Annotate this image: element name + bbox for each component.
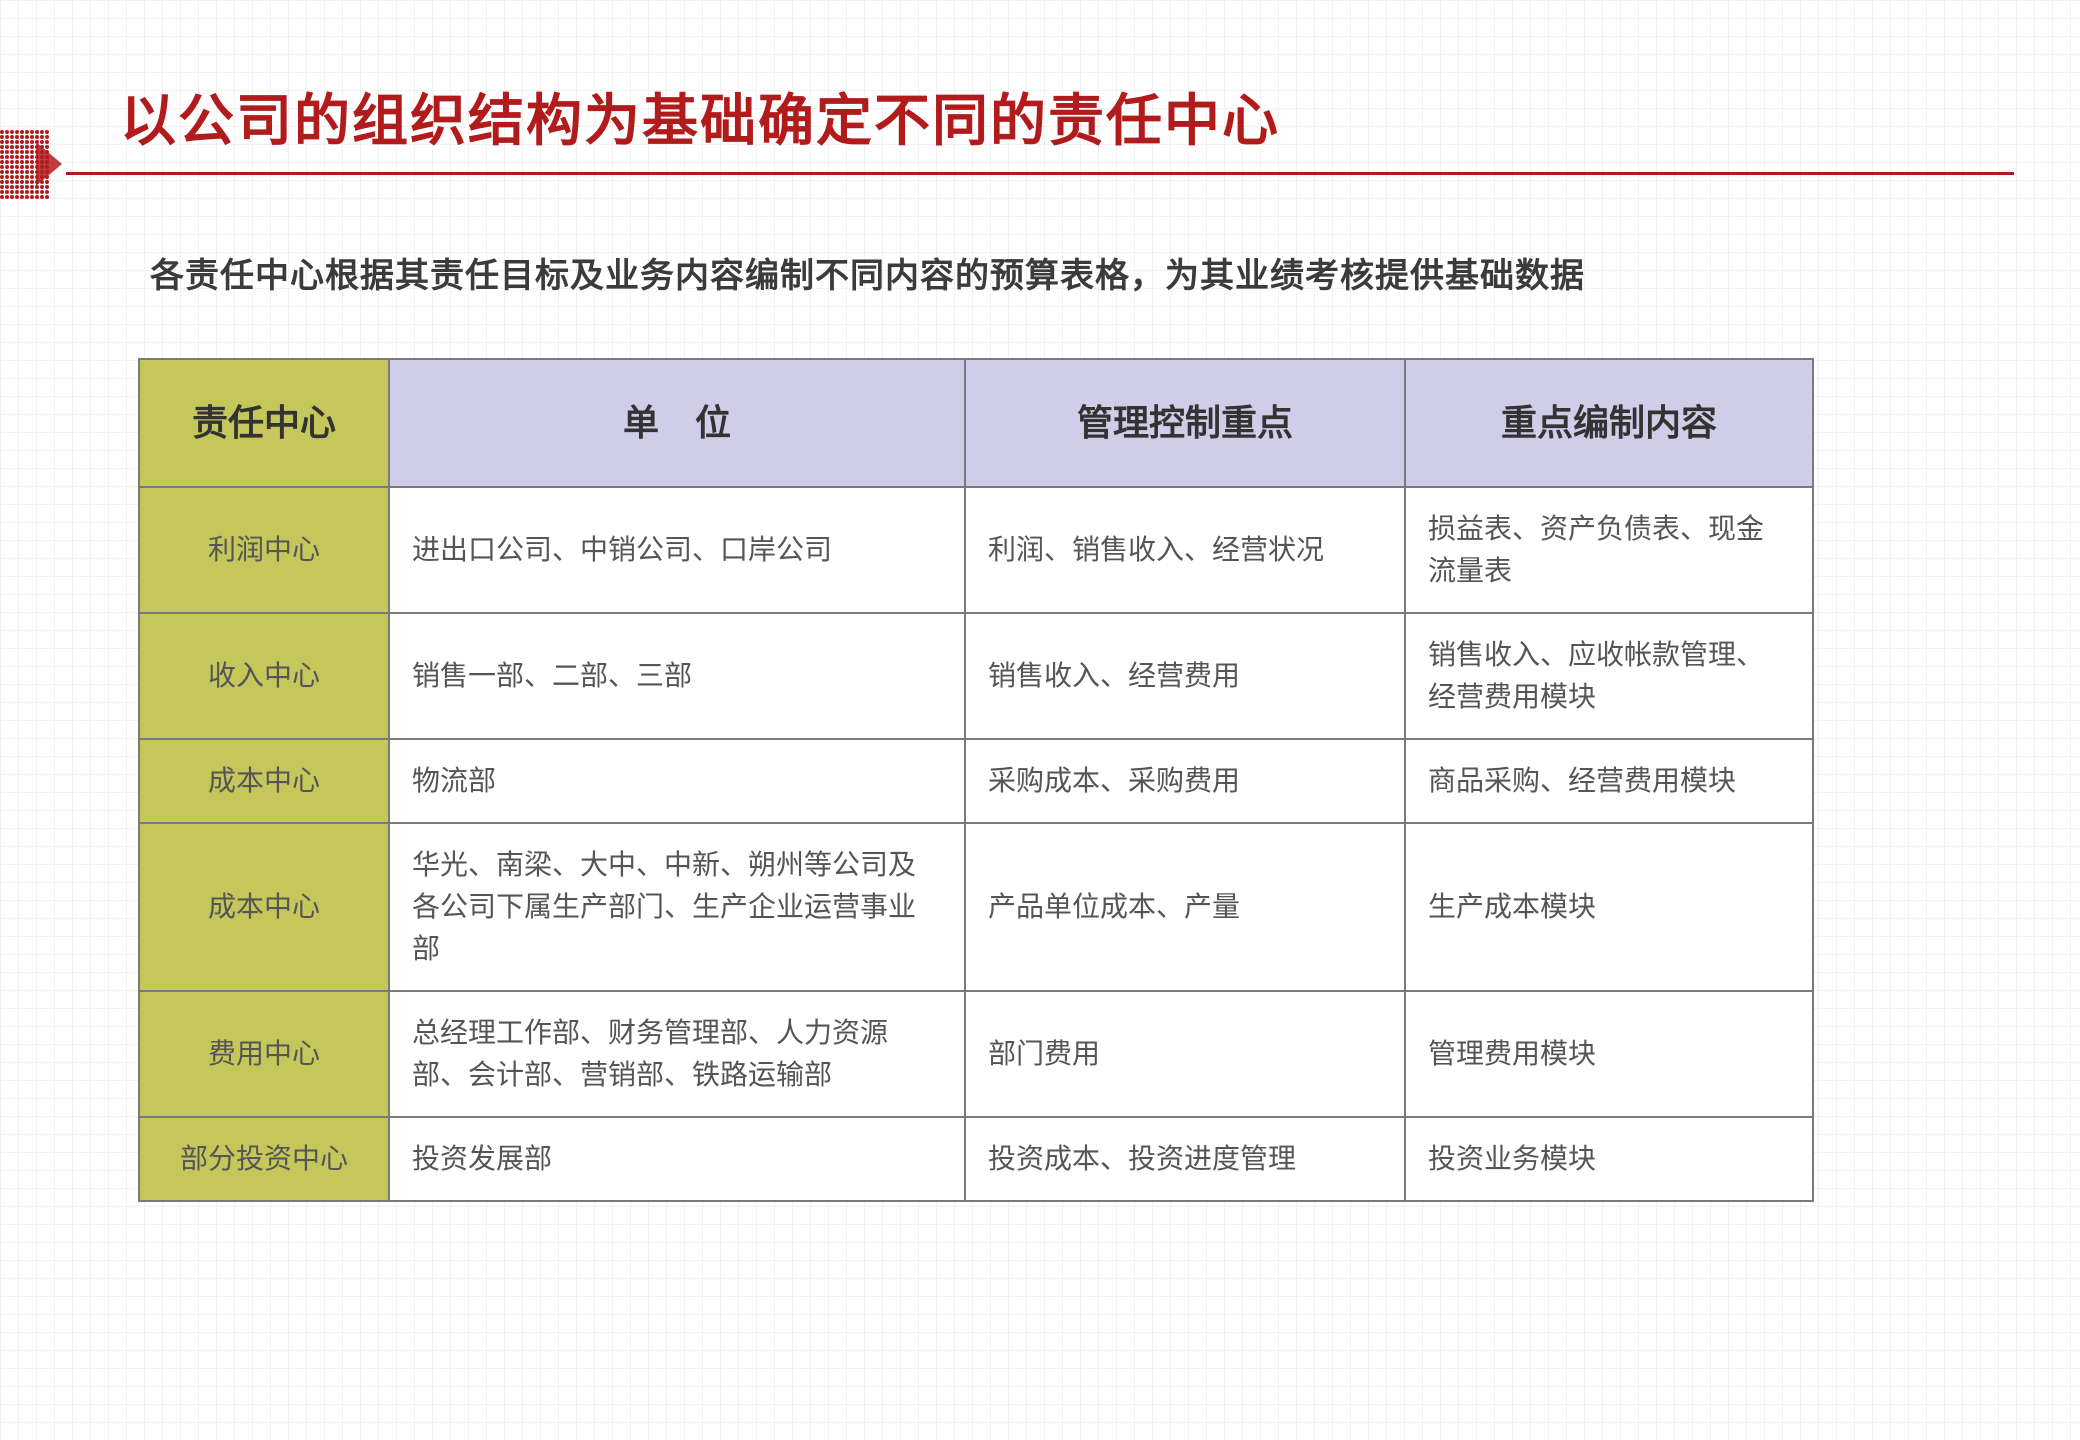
cell-center: 收入中心 [139,613,389,739]
cell-content: 管理费用模块 [1405,991,1813,1117]
cell-center: 费用中心 [139,991,389,1117]
cell-focus: 利润、销售收入、经营状况 [965,487,1405,613]
cell-center: 成本中心 [139,739,389,823]
cell-focus: 部门费用 [965,991,1405,1117]
table-row: 成本中心物流部采购成本、采购费用商品采购、经营费用模块 [139,739,1813,823]
table-row: 费用中心总经理工作部、财务管理部、人力资源部、会计部、营销部、铁路运输部部门费用… [139,991,1813,1117]
col-header-content: 重点编制内容 [1405,359,1813,487]
cell-focus: 销售收入、经营费用 [965,613,1405,739]
table-row: 利润中心进出口公司、中销公司、口岸公司利润、销售收入、经营状况损益表、资产负债表… [139,487,1813,613]
col-header-unit: 单 位 [389,359,965,487]
page-subtitle: 各责任中心根据其责任目标及业务内容编制不同内容的预算表格，为其业绩考核提供基础数… [150,248,1585,297]
cell-focus: 投资成本、投资进度管理 [965,1117,1405,1201]
cell-content: 损益表、资产负债表、现金流量表 [1405,487,1813,613]
cell-center: 部分投资中心 [139,1117,389,1201]
cell-unit: 总经理工作部、财务管理部、人力资源部、会计部、营销部、铁路运输部 [389,991,965,1117]
cell-center: 成本中心 [139,823,389,991]
cell-content: 商品采购、经营费用模块 [1405,739,1813,823]
cell-unit: 华光、南梁、大中、中新、朔州等公司及各公司下属生产部门、生产企业运营事业部 [389,823,965,991]
table-row: 部分投资中心投资发展部投资成本、投资进度管理投资业务模块 [139,1117,1813,1201]
table-row: 成本中心华光、南梁、大中、中新、朔州等公司及各公司下属生产部门、生产企业运营事业… [139,823,1813,991]
cell-content: 投资业务模块 [1405,1117,1813,1201]
cell-center: 利润中心 [139,487,389,613]
cell-unit: 销售一部、二部、三部 [389,613,965,739]
cell-content: 生产成本模块 [1405,823,1813,991]
cell-focus: 采购成本、采购费用 [965,739,1405,823]
table-row: 收入中心销售一部、二部、三部销售收入、经营费用销售收入、应收帐款管理、经营费用模… [139,613,1813,739]
arrow-decoration [0,130,48,200]
responsibility-table: 责任中心 单 位 管理控制重点 重点编制内容 利润中心进出口公司、中销公司、口岸… [138,358,1814,1202]
col-header-center: 责任中心 [139,359,389,487]
cell-unit: 进出口公司、中销公司、口岸公司 [389,487,965,613]
cell-unit: 投资发展部 [389,1117,965,1201]
col-header-focus: 管理控制重点 [965,359,1405,487]
cell-unit: 物流部 [389,739,965,823]
title-underline [66,172,2014,175]
page-title: 以公司的组织结构为基础确定不同的责任中心 [120,76,1280,157]
table-header-row: 责任中心 单 位 管理控制重点 重点编制内容 [139,359,1813,487]
cell-content: 销售收入、应收帐款管理、经营费用模块 [1405,613,1813,739]
cell-focus: 产品单位成本、产量 [965,823,1405,991]
